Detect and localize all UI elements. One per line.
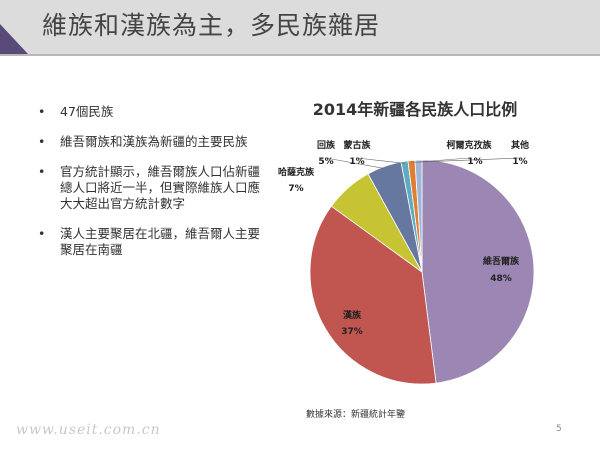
slide-title: 維族和漢族為主，多民族雜居 [42,11,381,40]
pie-slice [414,159,423,273]
bullet-item: • 47個民族 [38,104,263,120]
page-number: 5 [556,424,562,434]
bullet-item: • 維吾爾族和漢族為新疆的主要民族 [38,134,263,150]
slice-name-label: 柯爾克孜族 [446,139,492,151]
leader-line [356,157,405,164]
title-bar-divider [0,54,600,56]
bullet-text: 47個民族 [60,104,114,119]
bullet-text: 漢人主要聚居在北疆，維吾爾人主要聚居在南疆 [60,226,261,257]
slice-name-label: 蒙古族 [343,139,371,151]
bullet-item: • 官方統計顯示，維吾爾族人口佔新疆總人口將近一半，但實際維族人口應大大超出官方統… [38,164,263,212]
bullet-text: 維吾爾族和漢族為新疆的主要民族 [60,134,248,149]
pie-slice [309,205,437,385]
pie-slices [309,159,535,385]
title-bar: 維族和漢族為主，多民族雜居 [0,0,600,56]
slice-name-label: 回族 [317,139,336,151]
slice-name-label: 其他 [511,139,529,151]
slice-percent-label: 48% [490,274,512,284]
bullet-list: • 47個民族 • 維吾爾族和漢族為新疆的主要民族 • 官方統計顯示，維吾爾族人口佔新… [38,104,263,272]
pie-labels: 維吾爾族 48% 漢族 37% 哈薩克族 7% 回族 5% 蒙古族 1% 柯爾克孜族 1% 其他 1% [278,139,529,337]
slice-percent-label: 5% [318,157,333,167]
slice-name-label: 維吾爾族 [483,255,520,267]
bullet-icon: • [38,164,46,179]
slice-percent-label: 7% [288,184,303,194]
slice-percent-label: 1% [512,157,527,167]
slice-percent-label: 1% [467,157,482,167]
pie-slice [421,159,535,384]
slice-name-label: 漢族 [343,309,362,321]
slice-name-label: 哈薩克族 [278,166,315,178]
slice-percent-label: 37% [341,327,363,337]
title-accent-shape [0,24,28,54]
leader-line [418,157,521,163]
title-bar-background [0,0,600,54]
slice-percent-label: 1% [349,157,364,167]
bullet-text: 官方統計顯示，維吾爾族人口佔新疆總人口將近一半，但實際維族人口應大大超出官方統計… [60,164,261,211]
bullet-icon: • [38,226,46,241]
watermark: www.useit.com.cn [16,422,161,438]
leader-line [325,157,385,169]
bullet-icon: • [38,104,46,119]
data-source-note: 數據來源：新疆統計年鑒 [306,410,406,420]
bullet-icon: • [38,134,46,149]
leader-lines [325,157,521,169]
bullet-item: • 漢人主要聚居在北疆，維吾爾人主要聚居在南疆 [38,226,263,258]
chart-title: 2014年新疆各民族人口比例 [312,100,518,119]
